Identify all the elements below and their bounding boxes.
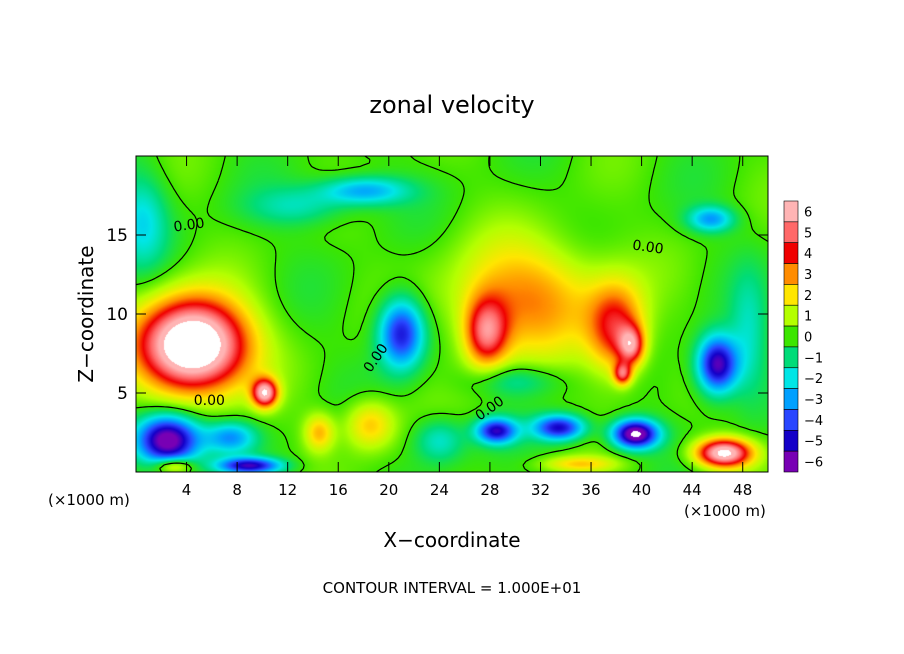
contour-line-zero [135, 155, 769, 473]
x-tick-label: 48 [733, 481, 752, 499]
colorbar: 6 5 4 3 2 1 0 −1 −2 −3 −4 −5 −6 [783, 200, 823, 473]
contour-label: 0.00 [194, 393, 225, 409]
colorbar-swatch [783, 325, 799, 348]
colorbar-swatch [783, 430, 799, 452]
x-tick-label: 4 [182, 481, 192, 499]
colorbar-swatch [783, 450, 799, 473]
x-unit-label: (×1000 m) [684, 502, 766, 520]
contour-interval-note: CONTOUR INTERVAL = 1.000E+01 [323, 579, 582, 597]
x-tick-label: 36 [581, 481, 600, 499]
colorbar-label: −2 [804, 372, 823, 387]
colorbar-label: 3 [804, 268, 812, 283]
colorbar-label: 5 [804, 226, 812, 241]
x-tick-label: 20 [379, 481, 398, 499]
y-axis-ticks: 5 10 15 [106, 226, 768, 404]
colorbar-swatch [783, 221, 799, 243]
x-tick-label: 24 [430, 481, 449, 499]
colorbar-label: −5 [804, 435, 823, 450]
chart-title: zonal velocity [369, 91, 534, 119]
x-axis-ticks: 4 8 12 16 20 24 28 32 36 40 44 48 [182, 156, 752, 499]
colorbar-swatch [783, 367, 799, 389]
colorbar-label: 4 [804, 247, 812, 262]
colorbar-swatch [783, 346, 799, 369]
colorbar-label: 0 [804, 331, 812, 346]
colorbar-swatch [783, 263, 799, 285]
colorbar-label: 6 [804, 205, 812, 220]
colorbar-label: −4 [804, 414, 823, 429]
y-tick-label: 5 [117, 384, 128, 404]
colorbar-label: −1 [804, 351, 823, 366]
colorbar-label: −6 [804, 456, 823, 471]
plot-area: 0.000.000.000.000.00 [135, 155, 769, 473]
colorbar-swatch [783, 284, 799, 306]
colorbar-swatch [783, 242, 799, 264]
y-unit-label: (×1000 m) [48, 491, 130, 509]
x-tick-label: 8 [232, 481, 242, 499]
colorbar-label: −3 [804, 393, 823, 408]
y-tick-label: 10 [106, 305, 128, 325]
x-tick-label: 12 [278, 481, 297, 499]
contour-label: 0.00 [631, 238, 664, 258]
x-tick-label: 28 [480, 481, 499, 499]
contour-label: 0.00 [173, 215, 206, 235]
x-tick-label: 40 [632, 481, 651, 499]
colorbar-swatch [783, 388, 799, 410]
y-tick-label: 15 [106, 226, 128, 246]
colorbar-swatch [783, 304, 799, 327]
colorbar-swatch [783, 200, 799, 223]
x-tick-label: 32 [531, 481, 550, 499]
x-tick-label: 16 [329, 481, 348, 499]
colorbar-swatch [783, 409, 799, 431]
x-tick-label: 44 [683, 481, 702, 499]
colorbar-label: 2 [804, 289, 812, 304]
heatmap-field [136, 156, 768, 472]
x-axis-label: X−coordinate [383, 528, 520, 552]
colorbar-label: 1 [804, 310, 812, 325]
zero-contour-lines [135, 155, 769, 473]
y-axis-label: Z−coordinate [74, 245, 98, 382]
